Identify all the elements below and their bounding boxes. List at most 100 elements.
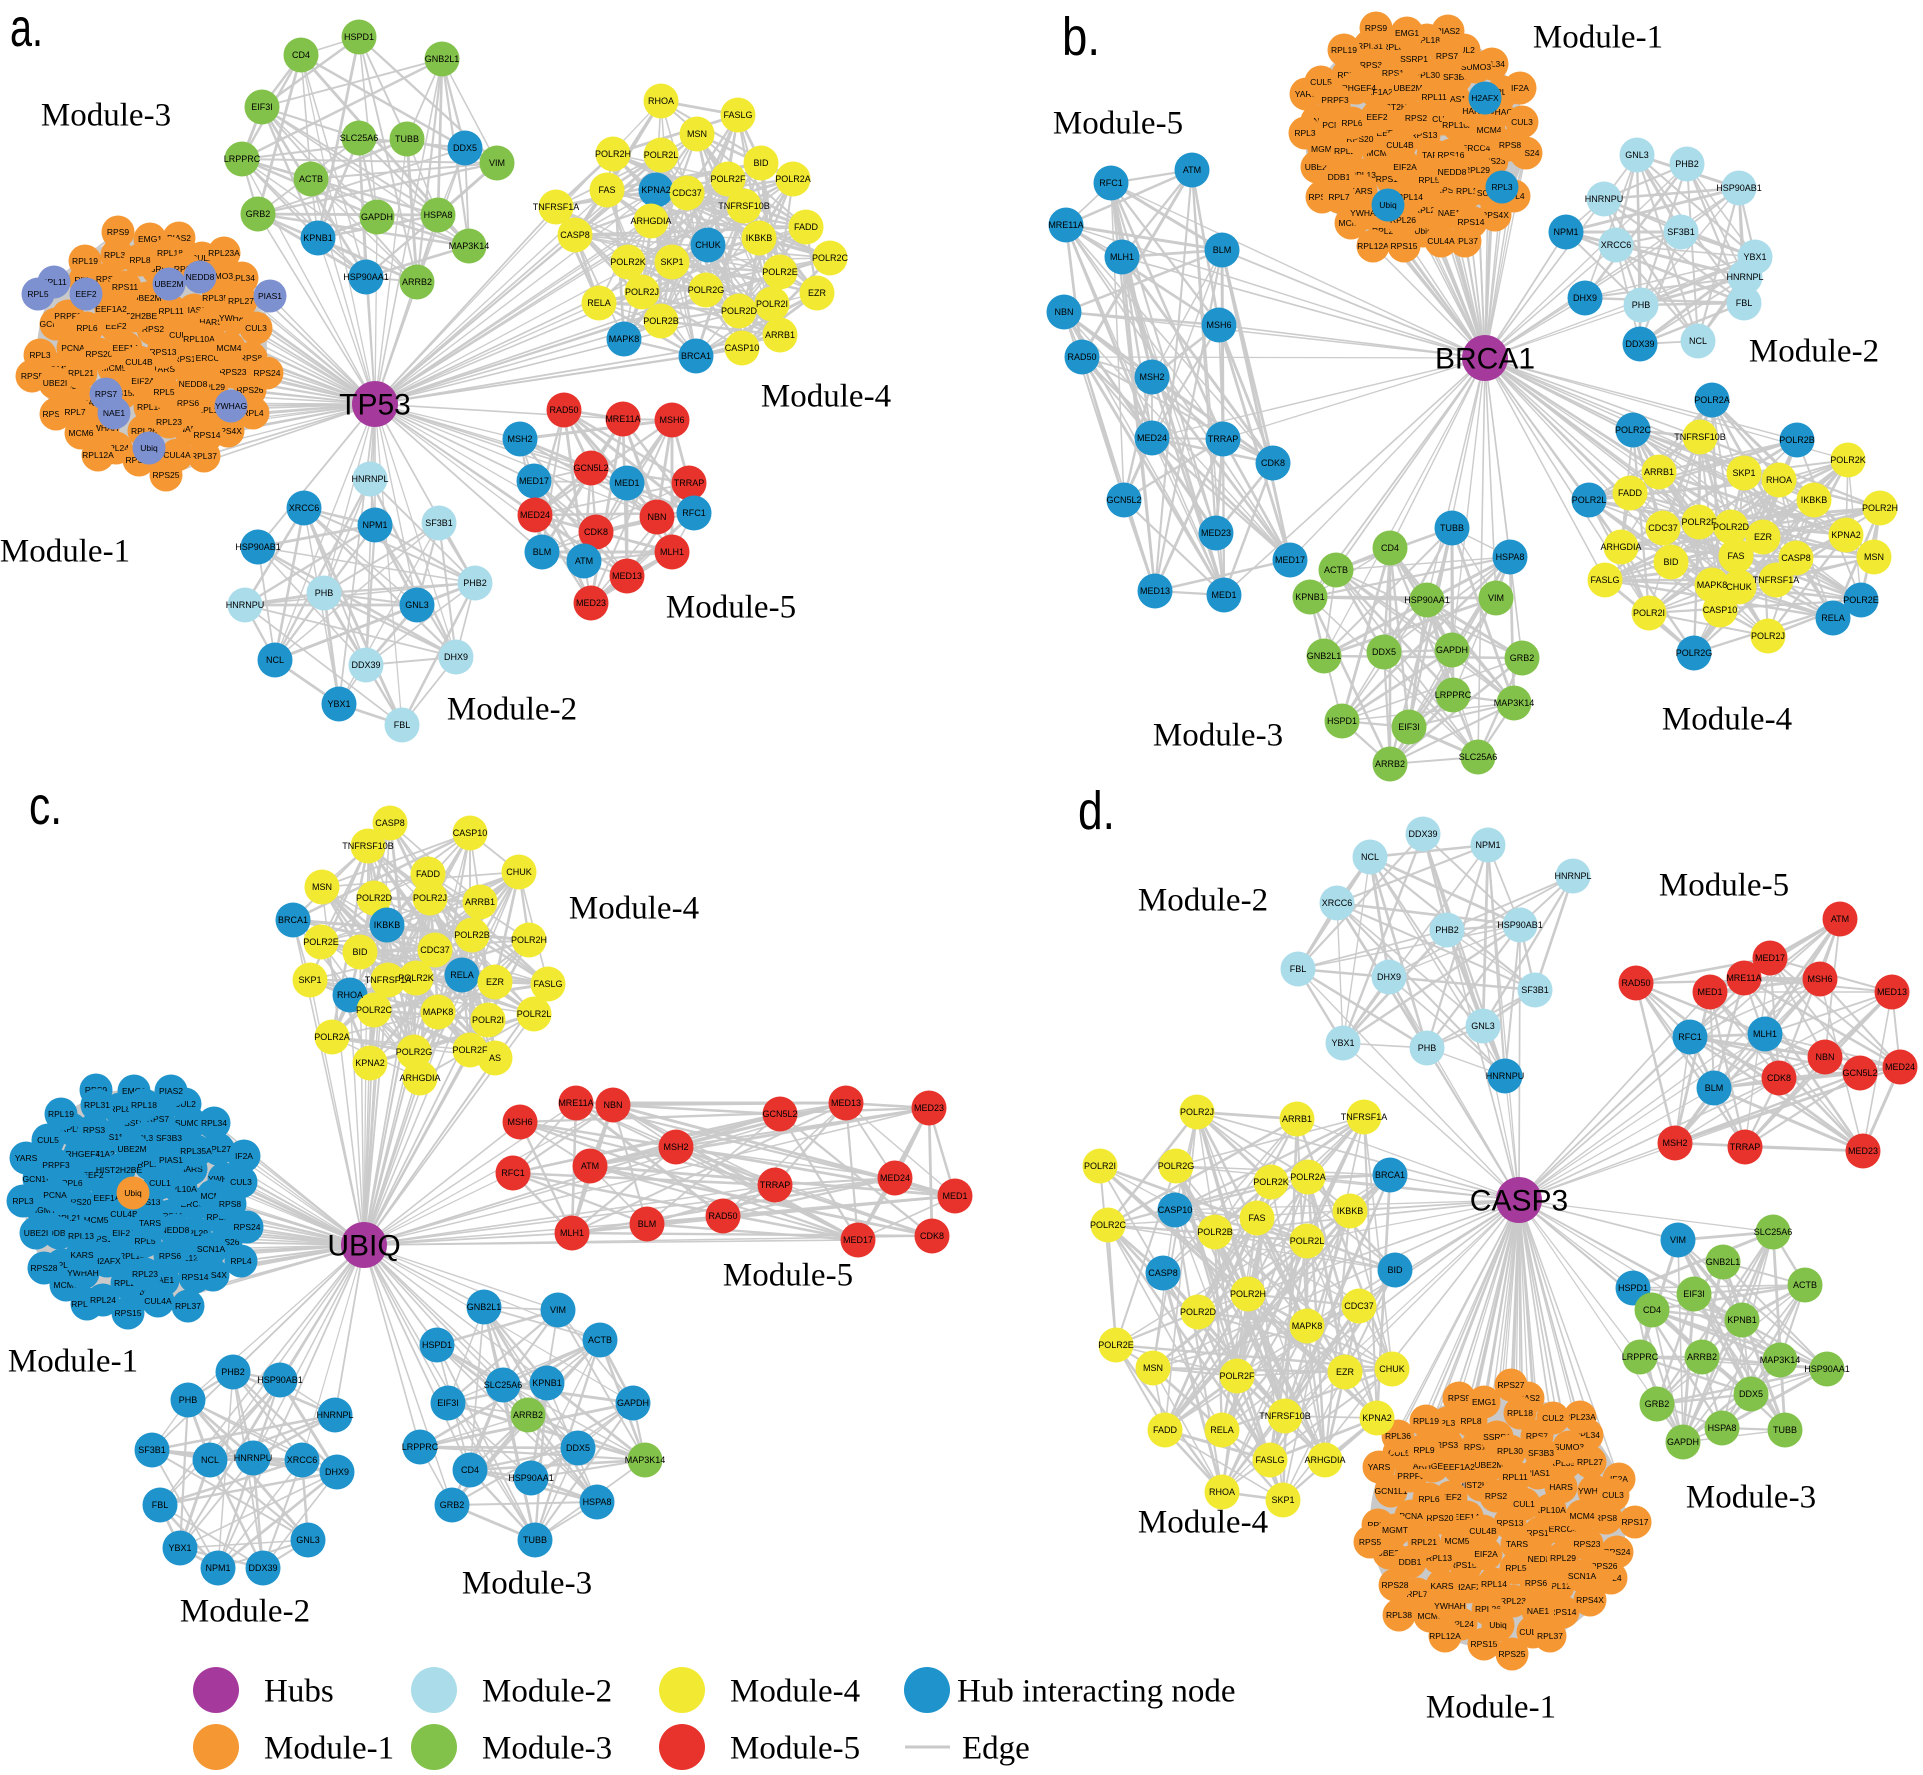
svg-text:SF3B3: SF3B3 [1528, 1448, 1554, 1458]
svg-text:FAS: FAS [1248, 1213, 1265, 1223]
svg-text:GNL3: GNL3 [1625, 150, 1649, 160]
svg-text:MLH1: MLH1 [560, 1228, 584, 1238]
svg-text:HNRNPL: HNRNPL [1726, 272, 1763, 282]
svg-text:POLR2H: POLR2H [595, 149, 631, 159]
svg-text:PIAS1: PIAS1 [159, 1155, 183, 1165]
svg-text:RPL23: RPL23 [1500, 1596, 1526, 1606]
svg-text:RHOA: RHOA [648, 96, 674, 106]
svg-text:NCL: NCL [266, 655, 284, 665]
svg-text:MED17: MED17 [519, 476, 549, 486]
svg-text:Module-2: Module-2 [1749, 334, 1879, 370]
svg-text:FBL: FBL [394, 720, 411, 730]
svg-text:VIM: VIM [1670, 1235, 1686, 1245]
svg-text:FASLG: FASLG [723, 110, 752, 120]
svg-text:POLR2E: POLR2E [762, 267, 798, 277]
svg-text:RPL31: RPL31 [104, 250, 130, 260]
svg-text:RPS15: RPS15 [115, 1308, 142, 1318]
svg-text:ARHGEF4: ARHGEF4 [1336, 83, 1376, 93]
svg-text:MED13: MED13 [831, 1098, 861, 1108]
svg-text:ARRB1: ARRB1 [1644, 467, 1674, 477]
svg-text:Module-3: Module-3 [462, 1566, 592, 1602]
svg-text:RPL11: RPL11 [1421, 92, 1447, 102]
svg-text:MLH1: MLH1 [1110, 252, 1134, 262]
svg-text:IKBKB: IKBKB [746, 233, 773, 243]
svg-text:MGMT: MGMT [30, 1205, 56, 1215]
svg-text:RPL12: RPL12 [1456, 186, 1482, 196]
svg-text:POLR2F: POLR2F [1219, 1371, 1255, 1381]
svg-text:RPL3: RPL3 [12, 1196, 34, 1206]
svg-text:HSP90AB1: HSP90AB1 [1716, 183, 1762, 193]
svg-text:HSPD1: HSPD1 [1618, 1283, 1648, 1293]
svg-text:RPS28: RPS28 [43, 409, 70, 419]
svg-text:GAPDH: GAPDH [1436, 645, 1468, 655]
svg-text:POLR2L: POLR2L [1290, 1236, 1325, 1246]
svg-text:CUL2: CUL2 [1453, 45, 1475, 55]
svg-text:SF3B1: SF3B1 [1667, 227, 1695, 237]
svg-text:CDK8: CDK8 [1261, 458, 1285, 468]
svg-text:BRCA1: BRCA1 [1435, 343, 1535, 376]
svg-text:YWHAG: YWHAG [208, 1174, 240, 1184]
svg-text:POLR2K: POLR2K [398, 973, 434, 983]
svg-text:PIAS2: PIAS2 [1436, 26, 1460, 36]
svg-text:RPS28: RPS28 [31, 1263, 58, 1273]
svg-text:Module-4: Module-4 [1138, 1505, 1268, 1541]
svg-text:MLH1: MLH1 [660, 547, 684, 557]
svg-text:CUL2: CUL2 [191, 253, 213, 263]
svg-text:MED17: MED17 [1275, 555, 1305, 565]
svg-text:Module-4: Module-4 [761, 379, 891, 415]
svg-text:ATM: ATM [1831, 914, 1849, 924]
svg-text:UBE2M: UBE2M [132, 293, 161, 303]
svg-text:RPL11: RPL11 [1502, 1472, 1528, 1482]
svg-text:MCM4: MCM4 [200, 1191, 225, 1201]
svg-text:NBN: NBN [1054, 307, 1073, 317]
svg-text:POLR2B: POLR2B [643, 316, 679, 326]
svg-text:NAE1: NAE1 [103, 408, 125, 418]
svg-text:RPS13: RPS13 [150, 347, 177, 357]
svg-text:RPL24: RPL24 [90, 1295, 116, 1305]
svg-text:HIST2H2BE: HIST2H2BE [111, 311, 158, 321]
svg-text:RPL19: RPL19 [48, 1109, 74, 1119]
svg-text:RPL31: RPL31 [1357, 41, 1383, 51]
svg-text:RPS17: RPS17 [1622, 1517, 1649, 1527]
svg-text:YBX1: YBX1 [1331, 1038, 1354, 1048]
svg-text:ARHGDIA: ARHGDIA [630, 216, 671, 226]
svg-text:POLR2E: POLR2E [1843, 595, 1879, 605]
svg-text:YWHAH: YWHAH [67, 1268, 99, 1278]
svg-text:RPL21: RPL21 [1334, 146, 1360, 156]
svg-text:Hubs: Hubs [264, 1674, 334, 1710]
svg-text:KPNB1: KPNB1 [1295, 592, 1325, 602]
svg-text:CUL1: CUL1 [149, 1178, 171, 1188]
svg-text:HSP90AA1: HSP90AA1 [1404, 595, 1450, 605]
svg-text:YWHAG: YWHAG [215, 401, 247, 411]
svg-text:RPL30: RPL30 [1414, 70, 1440, 80]
svg-text:POLR2C: POLR2C [812, 253, 849, 263]
svg-text:XRCC6: XRCC6 [1322, 898, 1353, 908]
svg-text:YWHAH: YWHAH [87, 423, 119, 433]
svg-text:CUL4B: CUL4B [1386, 140, 1414, 150]
svg-text:MAPK8: MAPK8 [1292, 1321, 1323, 1331]
svg-text:RPL30: RPL30 [132, 1133, 158, 1143]
svg-text:EIF2A: EIF2A [112, 1228, 136, 1238]
svg-text:TNFRSF10B: TNFRSF10B [1259, 1411, 1311, 1421]
svg-text:NBN: NBN [647, 512, 666, 522]
svg-text:ATM: ATM [575, 556, 593, 566]
svg-text:TARS: TARS [1506, 1539, 1528, 1549]
svg-text:GNL3: GNL3 [296, 1535, 320, 1545]
svg-text:CUL1: CUL1 [169, 330, 191, 340]
svg-text:RPS7: RPS7 [1436, 51, 1458, 61]
svg-text:RPL37: RPL37 [1452, 236, 1478, 246]
svg-text:POLR2L: POLR2L [517, 1009, 552, 1019]
svg-text:CASP3: CASP3 [1470, 1185, 1568, 1218]
svg-text:MED24: MED24 [880, 1173, 910, 1183]
svg-text:NAE1: NAE1 [1527, 1606, 1549, 1616]
svg-text:POLR2E: POLR2E [1098, 1340, 1134, 1350]
svg-text:EIF3I: EIF3I [1683, 1289, 1705, 1299]
svg-text:KARS: KARS [1349, 186, 1372, 196]
svg-text:MCM6: MCM6 [1338, 218, 1363, 228]
svg-text:POLR2I: POLR2I [1084, 1161, 1116, 1171]
svg-text:RPS23: RPS23 [1479, 156, 1506, 166]
svg-text:BRCA1: BRCA1 [1375, 1170, 1405, 1180]
svg-text:TRRAP: TRRAP [674, 478, 705, 488]
svg-text:MED1: MED1 [614, 478, 639, 488]
svg-text:POLR2L: POLR2L [1572, 495, 1607, 505]
